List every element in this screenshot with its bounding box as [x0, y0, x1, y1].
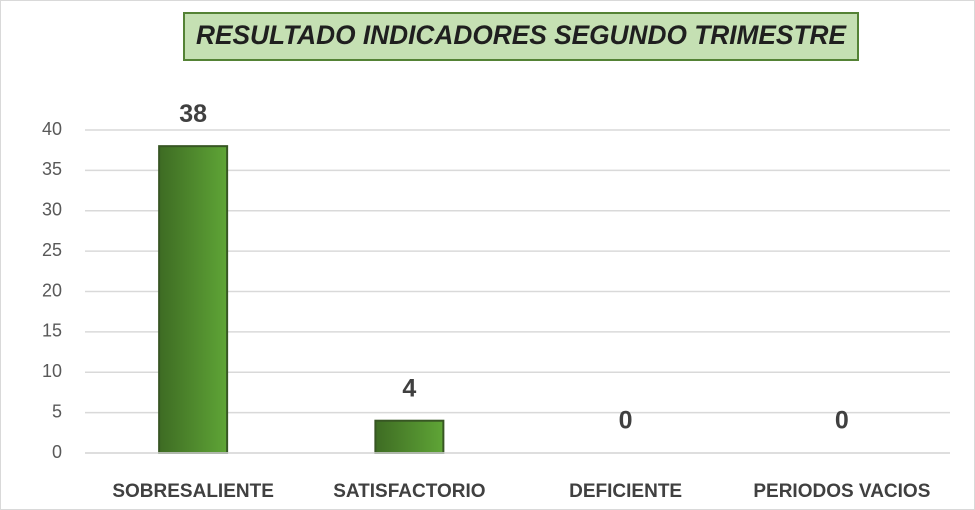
y-tick-label: 20 [42, 280, 62, 300]
y-tick-label: 5 [52, 401, 62, 421]
bar [158, 145, 229, 454]
y-tick-label: 25 [42, 240, 62, 260]
x-tick-label: PERIODOS VACIOS [753, 481, 930, 502]
bar [374, 419, 445, 455]
y-tick-label: 15 [42, 321, 62, 341]
title-box [183, 12, 859, 61]
y-tick-label: 30 [42, 200, 62, 220]
bar-part [374, 419, 445, 455]
data-label: 0 [619, 407, 633, 435]
y-tick-label: 0 [52, 442, 62, 462]
y-tick-label: 10 [42, 361, 62, 381]
chart-title: RESULTADO INDICADORES SEGUNDO TRIMESTRE [196, 20, 847, 50]
y-tick-label: 40 [42, 119, 62, 139]
x-tick-label: SOBRESALIENTE [112, 481, 274, 502]
data-label: 4 [402, 374, 416, 402]
data-label: 0 [835, 407, 849, 435]
x-tick-label: DEFICIENTE [569, 481, 682, 502]
x-tick-label: SATISFACTORIO [333, 481, 485, 502]
bar-part [158, 145, 229, 454]
data-label: 38 [179, 100, 207, 128]
y-tick-label: 35 [42, 159, 62, 179]
